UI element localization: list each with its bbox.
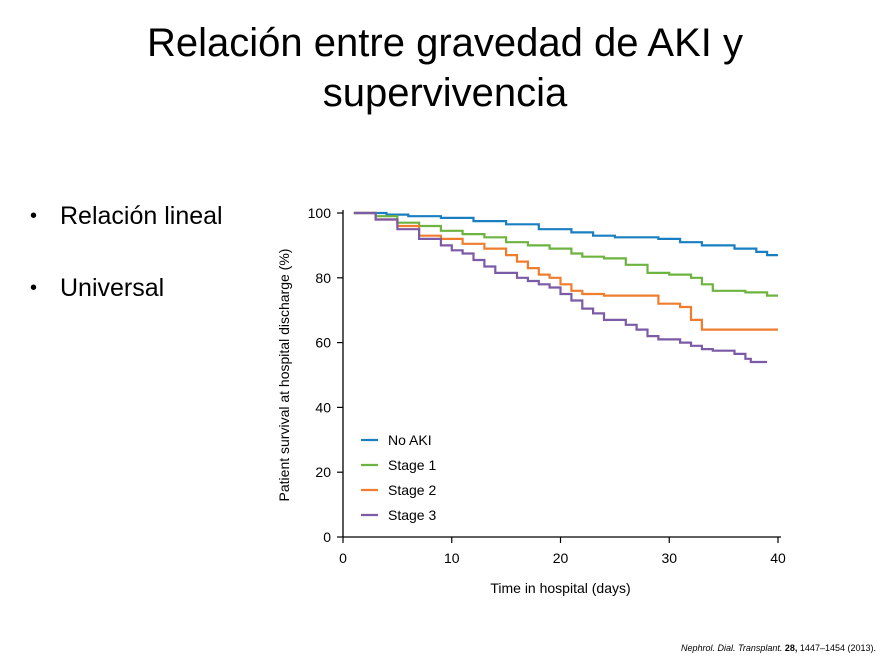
y-tick-label: 0 xyxy=(323,529,331,545)
x-tick-label: 40 xyxy=(770,550,786,566)
bullet-text: Relación lineal xyxy=(60,202,223,230)
bullet-item: • Relación lineal xyxy=(28,198,223,234)
x-tick-label: 0 xyxy=(339,550,347,566)
x-tick-label: 10 xyxy=(444,550,460,566)
y-tick-label: 100 xyxy=(308,205,332,221)
x-tick-label: 20 xyxy=(553,550,569,566)
bullet-list: • Relación lineal • Universal xyxy=(28,198,223,342)
series-line-4 xyxy=(353,211,768,364)
x-axis-label: Time in hospital (days) xyxy=(490,580,630,596)
citation-volume: 28, xyxy=(784,643,798,653)
y-axis-label: Patient survival at hospital discharge (… xyxy=(276,249,292,502)
bullet-text: Universal xyxy=(60,274,165,302)
legend-label: Stage 1 xyxy=(388,457,436,473)
citation: Nephrol. Dial. Transplant. 28, 1447–1454… xyxy=(681,643,876,653)
citation-journal: Nephrol. Dial. Transplant. xyxy=(680,643,783,653)
legend-label: Stage 2 xyxy=(388,482,436,498)
legend-label: No AKI xyxy=(388,432,432,448)
y-tick-label: 60 xyxy=(315,335,331,351)
legend-label: Stage 3 xyxy=(388,507,436,523)
series-line-3 xyxy=(353,211,778,331)
series-line-2 xyxy=(353,211,778,297)
y-tick-label: 80 xyxy=(315,270,331,286)
slide-title-line-1: Relación entre gravedad de AKI y xyxy=(147,21,743,65)
bullet-item: • Universal xyxy=(28,270,223,306)
survival-chart: 0 20 40 60 80 100 0 10 20 30 40 Time in hospital (d… xyxy=(276,205,786,596)
y-tick-label: 20 xyxy=(315,464,331,480)
bullet-icon: • xyxy=(30,205,38,227)
bullet-icon: • xyxy=(30,277,38,299)
slide-title-line-2: supervivencia xyxy=(322,71,568,115)
y-tick-label: 40 xyxy=(315,399,331,415)
series-line-1 xyxy=(353,211,778,257)
slide-title: Relación entre gravedad de AKI y supervi… xyxy=(0,18,890,118)
citation-pages: 1447–1454 (2013). xyxy=(799,643,876,653)
x-tick-label: 30 xyxy=(661,550,677,566)
